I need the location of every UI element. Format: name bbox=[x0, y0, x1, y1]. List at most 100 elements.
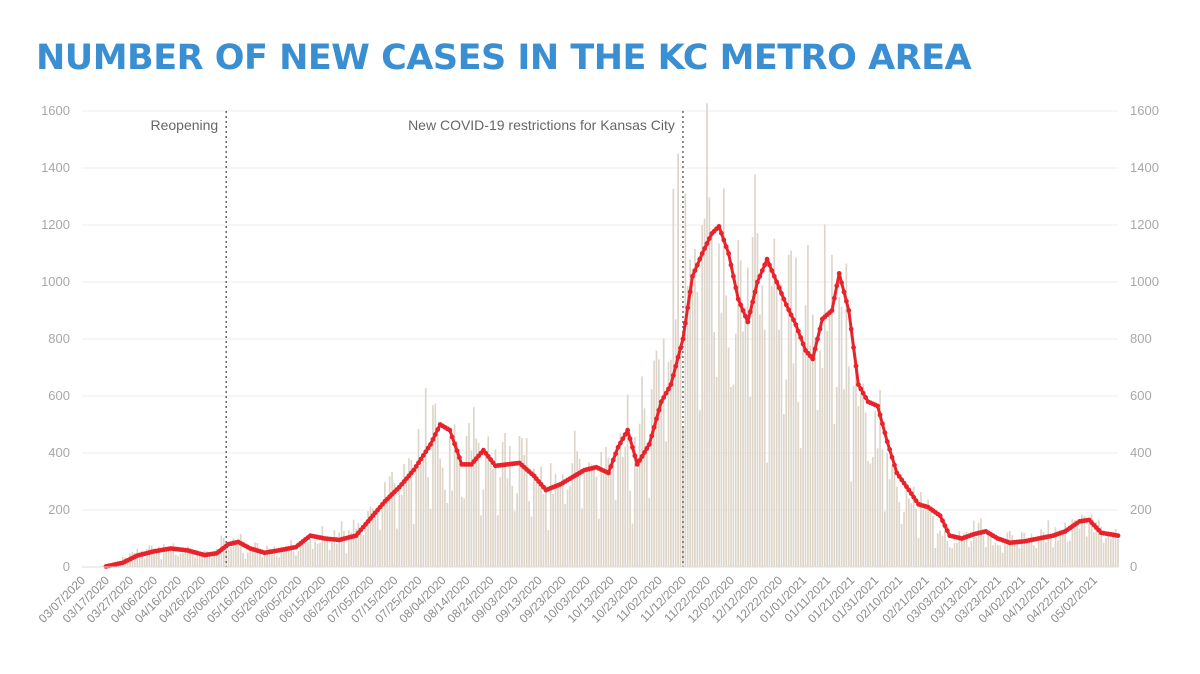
daily-bar bbox=[504, 432, 506, 567]
rolling-average-point bbox=[452, 441, 457, 447]
rolling-average-point bbox=[690, 273, 695, 279]
rolling-average-point bbox=[658, 399, 664, 405]
daily-bar bbox=[254, 542, 256, 567]
daily-bar bbox=[956, 542, 958, 567]
daily-bar bbox=[1083, 515, 1086, 567]
rolling-average-point bbox=[836, 271, 842, 276]
daily-bar bbox=[278, 557, 280, 567]
daily-bar bbox=[1021, 532, 1023, 567]
rolling-average-point bbox=[839, 280, 844, 286]
daily-bar bbox=[927, 499, 929, 567]
daily-bar bbox=[912, 486, 915, 567]
daily-bar bbox=[1114, 529, 1117, 567]
daily-bar bbox=[814, 338, 816, 567]
daily-bar bbox=[759, 314, 761, 567]
daily-bar bbox=[477, 442, 480, 567]
daily-bar bbox=[975, 537, 978, 567]
daily-bar bbox=[951, 548, 953, 567]
daily-bar bbox=[528, 501, 530, 567]
rolling-average-point bbox=[858, 386, 864, 392]
rolling-average-point bbox=[663, 390, 669, 396]
daily-bar bbox=[984, 547, 987, 567]
rolling-average-point bbox=[855, 382, 861, 387]
rolling-average-point bbox=[743, 313, 748, 319]
daily-bar bbox=[831, 254, 833, 567]
daily-bar bbox=[201, 554, 204, 567]
rolling-average-point bbox=[456, 455, 462, 460]
daily-bar bbox=[994, 542, 997, 567]
rolling-average-point bbox=[651, 424, 657, 430]
daily-bar bbox=[549, 463, 552, 567]
rolling-average-point bbox=[899, 477, 905, 483]
rolling-average-point bbox=[940, 518, 945, 524]
rolling-average-point bbox=[752, 289, 758, 295]
rolling-average-point bbox=[673, 363, 679, 369]
chart-title: NUMBER OF NEW CASES IN THE KC METRO AREA bbox=[36, 38, 972, 78]
daily-bar bbox=[694, 249, 696, 568]
daily-bar bbox=[905, 484, 908, 567]
rolling-average-point bbox=[449, 434, 455, 440]
daily-bar bbox=[634, 436, 636, 567]
rolling-average-point bbox=[788, 312, 794, 318]
daily-bar bbox=[321, 526, 324, 567]
daily-bar bbox=[698, 410, 701, 567]
daily-bar bbox=[141, 550, 143, 567]
daily-bar bbox=[497, 515, 499, 567]
daily-bar bbox=[996, 545, 999, 567]
daily-bar bbox=[802, 348, 804, 567]
rolling-average-point bbox=[793, 322, 799, 328]
rolling-average-point bbox=[834, 283, 840, 289]
daily-bar bbox=[857, 406, 860, 567]
rolling-average-point bbox=[860, 390, 866, 396]
daily-bar bbox=[722, 188, 725, 567]
rolling-average-point bbox=[687, 289, 693, 295]
rolling-average-point bbox=[800, 341, 806, 347]
rolling-average-point bbox=[863, 395, 869, 400]
rolling-average-point bbox=[894, 470, 900, 476]
daily-bar bbox=[859, 393, 862, 567]
daily-bar bbox=[689, 259, 691, 567]
daily-bar bbox=[1030, 533, 1033, 567]
daily-bar bbox=[311, 549, 314, 567]
rolling-average-point bbox=[425, 445, 431, 451]
daily-bar bbox=[331, 538, 333, 567]
rolling-average-point bbox=[447, 427, 453, 433]
daily-bar bbox=[617, 451, 619, 567]
daily-bar bbox=[655, 350, 658, 567]
daily-bar bbox=[249, 550, 252, 567]
daily-bar bbox=[561, 474, 564, 567]
rolling-average-point bbox=[815, 336, 820, 342]
rolling-average-point bbox=[892, 462, 897, 468]
daily-bar bbox=[350, 532, 353, 567]
daily-bar bbox=[511, 485, 514, 567]
daily-bar bbox=[1045, 542, 1047, 567]
rolling-average-point bbox=[942, 523, 948, 529]
daily-bar bbox=[554, 473, 557, 567]
rolling-average-point bbox=[755, 279, 760, 285]
daily-bar bbox=[730, 387, 732, 567]
rolling-average-point bbox=[877, 412, 883, 418]
daily-bar bbox=[304, 542, 307, 567]
y-tick-left: 1200 bbox=[41, 217, 70, 232]
rolling-average-point bbox=[428, 442, 433, 447]
daily-bar bbox=[347, 530, 350, 567]
daily-bar bbox=[982, 535, 985, 567]
daily-bar bbox=[674, 319, 677, 567]
daily-bar bbox=[400, 494, 403, 567]
daily-bar bbox=[297, 550, 300, 567]
daily-bar bbox=[143, 558, 146, 567]
daily-bar bbox=[1061, 532, 1064, 567]
daily-bar bbox=[184, 550, 187, 567]
daily-bar bbox=[1071, 519, 1074, 567]
daily-bar bbox=[182, 553, 184, 567]
rolling-average-point bbox=[843, 298, 849, 304]
daily-bar bbox=[533, 468, 535, 567]
rolling-average-point bbox=[644, 446, 650, 451]
rolling-average-point bbox=[904, 484, 909, 490]
daily-bar bbox=[547, 530, 550, 567]
daily-bar bbox=[629, 490, 631, 567]
daily-bar bbox=[696, 291, 699, 567]
daily-bar bbox=[102, 565, 105, 567]
daily-bar bbox=[290, 540, 292, 567]
daily-bar bbox=[787, 254, 790, 567]
